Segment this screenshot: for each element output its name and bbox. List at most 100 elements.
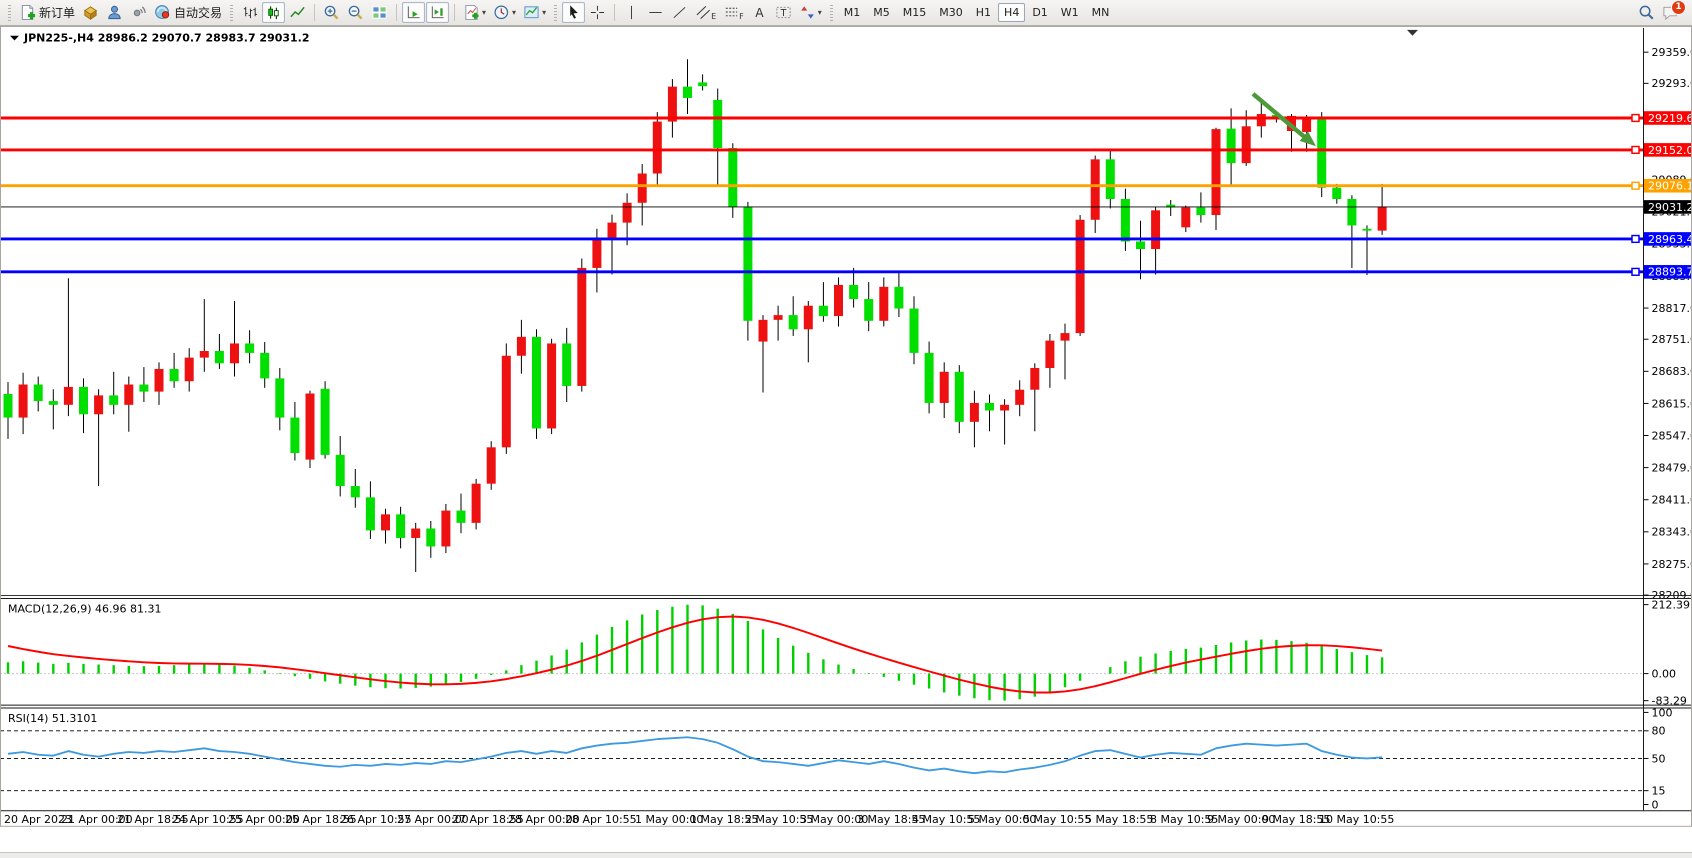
- candle: [365, 497, 375, 531]
- svg-text:1 May 18:55: 1 May 18:55: [690, 813, 758, 826]
- bar-chart-button[interactable]: [238, 2, 261, 23]
- svg-text:2 May 10:55: 2 May 10:55: [745, 813, 813, 826]
- candle: [773, 315, 783, 320]
- price-badge: [1644, 143, 1692, 157]
- toolbar-grip[interactable]: [8, 4, 11, 21]
- fibonacci-button[interactable]: F: [720, 2, 747, 23]
- zoom-out-icon: [348, 5, 363, 20]
- line-handle: [1631, 181, 1640, 190]
- candle: [713, 99, 723, 149]
- candle: [1166, 204, 1176, 208]
- svg-text:1 May 00:00: 1 May 00:00: [635, 813, 704, 826]
- candle: [471, 483, 481, 523]
- tf-H1[interactable]: H1: [970, 3, 997, 22]
- tf-M30[interactable]: M30: [933, 3, 969, 22]
- auto-scroll-button[interactable]: [402, 2, 426, 23]
- candlestick-chart-button[interactable]: [262, 2, 286, 23]
- new-order-button[interactable]: 新订单: [16, 2, 78, 23]
- text-label-button[interactable]: T: [772, 2, 795, 23]
- svg-text:0.00: 0.00: [1652, 668, 1677, 681]
- status-bar: [0, 852, 1692, 858]
- svg-text:28479.0: 28479.0: [1652, 462, 1692, 475]
- svg-text:80: 80: [1652, 725, 1666, 738]
- horizontal-line-button[interactable]: [644, 2, 667, 23]
- arrows-tool-button[interactable]: ▾: [796, 2, 825, 23]
- templates-button[interactable]: ▾: [520, 2, 549, 23]
- metaeditor-button[interactable]: [79, 2, 102, 23]
- tf-W1[interactable]: W1: [1055, 3, 1085, 22]
- candle: [396, 514, 406, 538]
- clock-icon: [494, 5, 509, 20]
- dropdown-caret-icon: ▾: [817, 8, 822, 17]
- svg-text:100: 100: [1652, 706, 1673, 719]
- candle: [818, 305, 828, 317]
- candle: [1151, 210, 1161, 250]
- periods-button[interactable]: ▾: [490, 2, 519, 23]
- indicators-icon: [465, 4, 479, 21]
- title-dropdown-icon: [10, 35, 19, 41]
- candle: [79, 386, 88, 415]
- candle: [290, 417, 300, 453]
- price-badge: [1644, 111, 1692, 125]
- candle: [803, 305, 813, 330]
- tf-D1[interactable]: D1: [1026, 3, 1053, 22]
- crosshair-button[interactable]: [586, 2, 609, 23]
- zoom-in-button[interactable]: [320, 2, 343, 23]
- broadcast-button[interactable]: [127, 2, 150, 23]
- channel-sublabel: E: [711, 12, 717, 21]
- candle: [1136, 241, 1145, 250]
- svg-text:29219.6: 29219.6: [1648, 112, 1692, 125]
- svg-text:28547.0: 28547.0: [1652, 430, 1692, 443]
- candle: [1226, 128, 1236, 164]
- candle: [1090, 159, 1100, 220]
- candle: [864, 299, 874, 321]
- toolbar-grip[interactable]: [829, 4, 833, 21]
- svg-text:212.39: 212.39: [1652, 599, 1691, 612]
- zoom-in-icon: [324, 5, 339, 20]
- autotrading-button[interactable]: 自动交易: [151, 2, 225, 23]
- tf-M1[interactable]: M1: [838, 3, 867, 22]
- scroll-marker-icon: [1407, 29, 1418, 36]
- toolbar-grip[interactable]: [230, 4, 234, 21]
- notification-badge: 1: [1671, 0, 1686, 15]
- tf-H4[interactable]: H4: [998, 3, 1026, 22]
- candle: [1211, 129, 1221, 216]
- equidistant-channel-button[interactable]: E: [692, 2, 719, 23]
- cursor-button[interactable]: [562, 2, 586, 23]
- market-watch-button[interactable]: [103, 2, 126, 23]
- price-badge: [1644, 200, 1692, 214]
- svg-text:-83.29: -83.29: [1652, 695, 1688, 708]
- tf-M5[interactable]: M5: [867, 3, 896, 22]
- vertical-line-button[interactable]: [620, 2, 643, 23]
- search-button[interactable]: [1635, 2, 1658, 23]
- candle: [577, 267, 587, 386]
- new-order-icon: [21, 4, 36, 21]
- notifications-button[interactable]: 1: [1659, 0, 1686, 23]
- text-icon: A: [755, 6, 764, 20]
- candle: [1317, 116, 1327, 188]
- candle: [381, 514, 390, 531]
- line-chart-button[interactable]: [286, 2, 309, 23]
- tf-MN[interactable]: MN: [1086, 3, 1116, 22]
- chart-canvas[interactable]: 29359.029293.029225.029157.029089.029021…: [0, 26, 1692, 852]
- svg-text:29152.0: 29152.0: [1648, 144, 1692, 157]
- candle: [547, 343, 557, 429]
- candle: [426, 528, 436, 547]
- crosshair-icon: [590, 5, 605, 20]
- indicators-button[interactable]: ▾: [460, 2, 489, 23]
- candle: [607, 222, 617, 240]
- tf-M15[interactable]: M15: [897, 3, 933, 22]
- candle: [954, 371, 964, 422]
- svg-text:15: 15: [1652, 785, 1666, 798]
- candle: [245, 343, 255, 353]
- chart-shift-button[interactable]: [426, 2, 450, 23]
- text-tool-button[interactable]: A: [748, 2, 771, 23]
- toolbar-grip[interactable]: [554, 4, 558, 21]
- zoom-out-button[interactable]: [344, 2, 367, 23]
- candle: [1302, 116, 1312, 132]
- tile-windows-button[interactable]: [368, 2, 391, 23]
- trendline-button[interactable]: [668, 2, 691, 23]
- candle: [154, 368, 164, 392]
- svg-text:28751.0: 28751.0: [1652, 333, 1692, 346]
